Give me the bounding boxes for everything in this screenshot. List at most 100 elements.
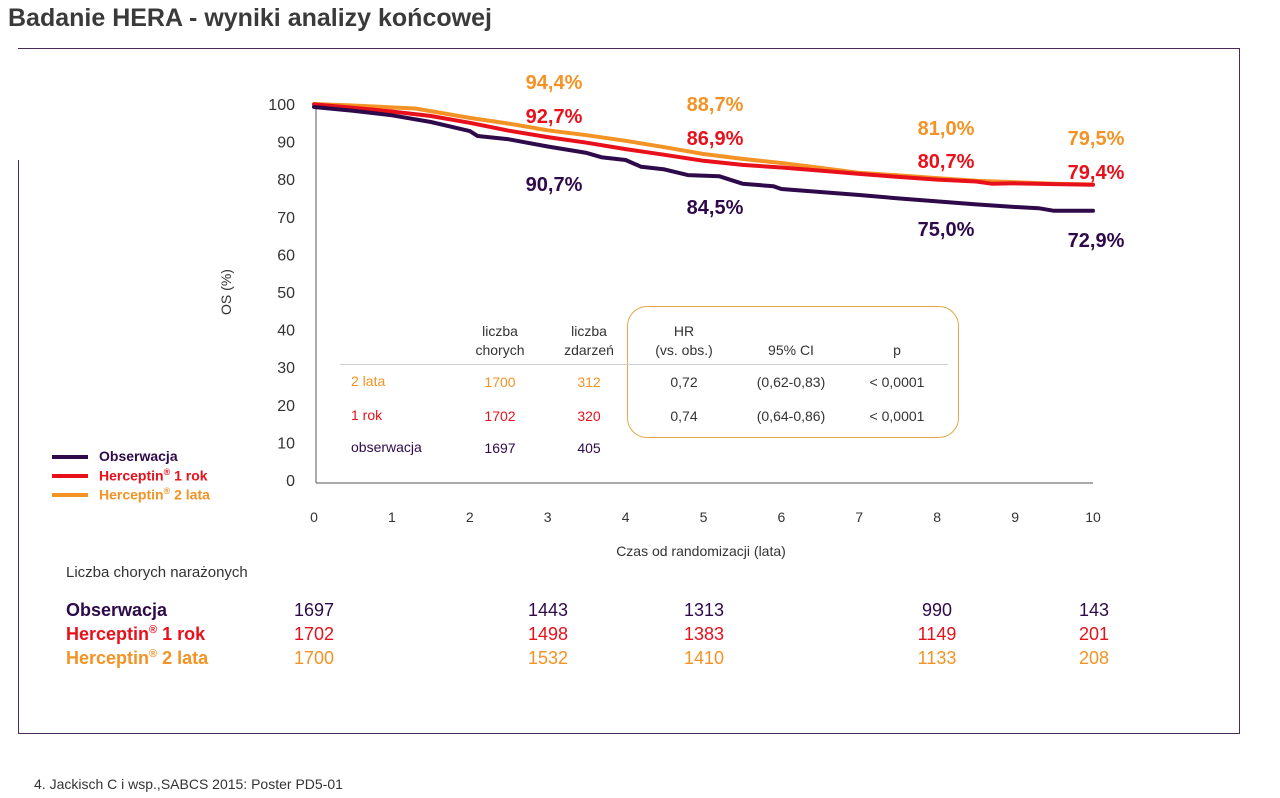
at-risk-row: Herceptin® 2 lata 1700 1532 1410 1133 208 [66, 648, 1166, 670]
y-tick-label: 40 [277, 323, 295, 340]
cell-events: 320 [577, 408, 601, 424]
data-label: 90,7% [525, 174, 583, 196]
at-risk-value: 1410 [683, 648, 725, 668]
col-header: zdarzeń [564, 342, 614, 358]
legend-name: Obserwacja [99, 448, 178, 464]
legend-name: Herceptin [99, 467, 164, 484]
registered-mark: ® [163, 486, 171, 496]
cell-events: 312 [577, 374, 601, 390]
x-tick-label: 10 [1085, 509, 1101, 525]
x-tick-label: 9 [1011, 509, 1019, 525]
data-label: 79,4% [1067, 162, 1125, 184]
frame-border-top [18, 48, 1240, 49]
legend-swatch [52, 493, 88, 497]
x-tick-label: 7 [855, 509, 863, 525]
at-risk-suffix: 2 lata [157, 648, 209, 668]
x-tick-label: 0 [310, 509, 318, 525]
data-label: 94,4% [525, 72, 583, 94]
legend-suffix: 2 lata [170, 486, 210, 503]
at-risk-value: 1498 [527, 624, 569, 644]
x-tick-label: 2 [466, 509, 474, 525]
at-risk-row-label: Herceptin® 1 rok [66, 624, 205, 645]
page-title: Badanie HERA - wyniki analizy końcowej [8, 4, 492, 32]
series-line-2 [312, 105, 1095, 213]
data-label: 72,9% [1067, 230, 1125, 252]
y-tick-label: 100 [268, 97, 295, 114]
data-label: 75,0% [917, 219, 975, 241]
col-header: liczba [482, 323, 518, 339]
frame-border-left [18, 160, 19, 734]
legend-suffix: 1 rok [170, 467, 208, 484]
cell-n: 1700 [484, 374, 516, 390]
y-tick-label: 10 [277, 435, 295, 452]
at-risk-value: 1700 [293, 648, 335, 668]
y-tick-label: 20 [277, 398, 295, 415]
data-label: 86,9% [686, 128, 744, 150]
at-risk-row-label: Herceptin® 2 lata [66, 648, 208, 669]
x-tick-label: 8 [933, 509, 941, 525]
cell-ci: (0,64-0,86) [756, 408, 826, 424]
at-risk-name: Obserwacja [66, 600, 168, 620]
footnote: 4. Jackisch C i wsp.,SABCS 2015: Poster … [34, 776, 343, 792]
registered-mark: ® [163, 467, 171, 477]
row-label: 1 rok [351, 407, 383, 423]
col-header: (vs. obs.) [655, 342, 713, 358]
y-tick-label: 70 [277, 210, 295, 227]
x-tick-label: 3 [544, 509, 552, 525]
at-risk-value: 990 [921, 600, 953, 620]
hr-highlight-box [627, 306, 959, 438]
at-risk-name: Herceptin [66, 648, 150, 668]
x-tick-label: 4 [622, 509, 630, 525]
y-tick-label: 0 [286, 473, 295, 490]
at-risk-name: Herceptin [66, 624, 150, 644]
registered-mark: ® [149, 624, 158, 636]
legend-swatch [52, 474, 88, 478]
data-label: 81,0% [917, 118, 975, 140]
legend-label: Herceptin® 1 rok [99, 467, 208, 484]
x-tick-label: 5 [700, 509, 708, 525]
y-tick-label: 60 [277, 247, 295, 264]
cell-ci: (0,62-0,83) [756, 374, 826, 390]
frame-border-bottom [18, 733, 1240, 734]
data-label: 92,7% [525, 106, 583, 128]
data-label: 80,7% [917, 151, 975, 173]
at-risk-value: 1133 [917, 648, 957, 668]
at-risk-value: 1697 [293, 600, 335, 620]
x-axis-label: Czas od randomizacji (lata) [616, 543, 786, 559]
at-risk-value: 143 [1078, 600, 1110, 620]
cell-p: < 0,0001 [869, 374, 925, 390]
col-header: HR [673, 323, 695, 339]
x-tick-label: 1 [388, 509, 396, 525]
at-risk-title: Liczba chorych narażonych [66, 564, 248, 581]
x-tick-label: 6 [778, 509, 786, 525]
legend-name: Herceptin [99, 486, 164, 503]
cell-hr: 0,74 [670, 408, 698, 424]
row-label: 2 lata [351, 373, 386, 389]
col-header: chorych [475, 342, 525, 358]
at-risk-suffix: 1 rok [157, 624, 206, 644]
at-risk-row: Obserwacja 1697 1443 1313 990 143 [66, 600, 1166, 622]
at-risk-row-label: Obserwacja [66, 600, 167, 621]
at-risk-value: 1443 [527, 600, 569, 620]
cell-p: < 0,0001 [869, 408, 925, 424]
at-risk-value: 201 [1078, 624, 1110, 644]
at-risk-value: 1702 [293, 624, 335, 644]
stats-table-rule [340, 364, 948, 365]
at-risk-row: Herceptin® 1 rok 1702 1498 1383 1149 201 [66, 624, 1166, 646]
cell-n: 1697 [484, 440, 516, 456]
legend-swatch [52, 455, 88, 459]
legend-label: Herceptin® 2 lata [99, 486, 210, 503]
row-label: obserwacja [351, 439, 422, 455]
cell-n: 1702 [484, 408, 516, 424]
data-label: 79,5% [1067, 128, 1125, 150]
at-risk-value: 208 [1078, 648, 1110, 668]
data-label: 88,7% [686, 94, 744, 116]
registered-mark: ® [149, 648, 158, 660]
col-header: 95% CI [768, 342, 814, 358]
cell-hr: 0,72 [670, 374, 698, 390]
y-tick-label: 80 [277, 172, 295, 189]
y-tick-label: 50 [277, 285, 295, 302]
at-risk-value: 1313 [683, 600, 725, 620]
y-tick-label: 90 [277, 135, 295, 152]
